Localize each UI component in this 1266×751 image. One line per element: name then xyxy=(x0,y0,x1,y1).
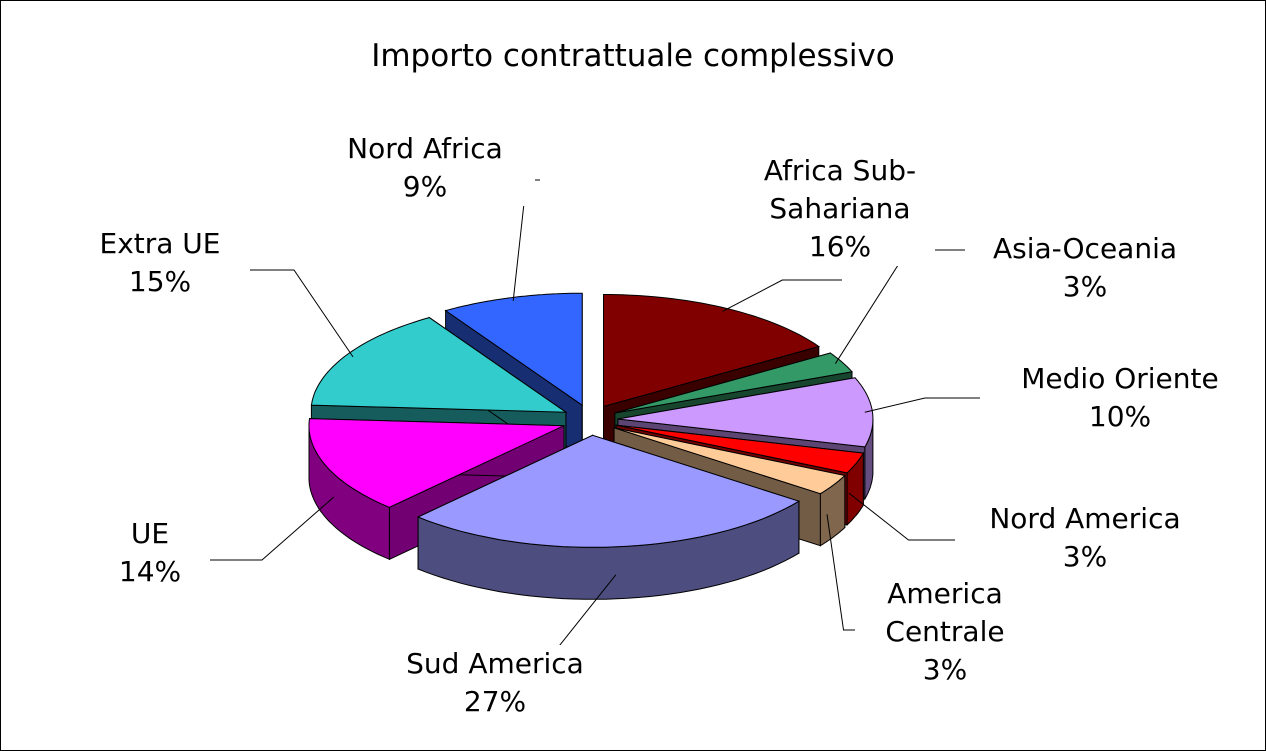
category-label: Sud America xyxy=(406,647,584,680)
leader-line xyxy=(722,279,842,312)
category-label: Medio Oriente xyxy=(1021,362,1219,395)
data-label: Medio Oriente 10% xyxy=(980,360,1260,436)
slice-top xyxy=(416,434,801,548)
category-label: Extra UE xyxy=(99,227,221,260)
data-label: Africa Sub-Sahariana 16% xyxy=(745,152,935,266)
data-label: UE 14% xyxy=(90,515,210,591)
value-label: 3% xyxy=(922,653,968,686)
value-label: 10% xyxy=(1088,400,1152,433)
slice-top xyxy=(603,294,820,408)
category-label: UE xyxy=(130,517,170,550)
value-label: 15% xyxy=(128,265,192,298)
slice-top xyxy=(616,424,865,474)
slice xyxy=(416,434,801,600)
category-label: Asia-Oceania xyxy=(992,232,1178,265)
data-label: Nord Africa 9% xyxy=(315,130,535,206)
category-label: Africa Sub-Sahariana xyxy=(763,154,917,225)
value-label: 27% xyxy=(463,685,527,718)
slice-top xyxy=(444,292,583,407)
leader-line xyxy=(834,249,980,364)
leader-line xyxy=(848,492,968,541)
leader-line xyxy=(190,496,335,561)
value-label: 14% xyxy=(118,555,182,588)
slice-top xyxy=(614,352,853,414)
value-label: 3% xyxy=(1062,540,1108,573)
chart-title: Importo contrattuale complessivo xyxy=(371,38,895,74)
data-label: Asia-Oceania 3% xyxy=(965,230,1205,306)
data-label: America Centrale 3% xyxy=(855,575,1035,689)
data-label: Extra UE 15% xyxy=(70,225,250,301)
category-label: America Centrale xyxy=(885,577,1005,648)
leader-line xyxy=(826,514,860,631)
leader-line xyxy=(864,397,985,413)
category-label: Nord Africa xyxy=(347,132,503,165)
slice-top xyxy=(613,427,846,495)
data-label: Nord America 3% xyxy=(955,500,1215,576)
value-label: 16% xyxy=(808,230,872,263)
data-label: Sud America 27% xyxy=(365,645,625,721)
value-label: 9% xyxy=(402,170,448,203)
slice-top xyxy=(617,377,874,448)
slice-top xyxy=(308,418,565,508)
slice-top xyxy=(310,317,568,413)
category-label: Nord America xyxy=(989,502,1181,535)
value-label: 3% xyxy=(1062,270,1108,303)
leader-line xyxy=(235,269,354,358)
